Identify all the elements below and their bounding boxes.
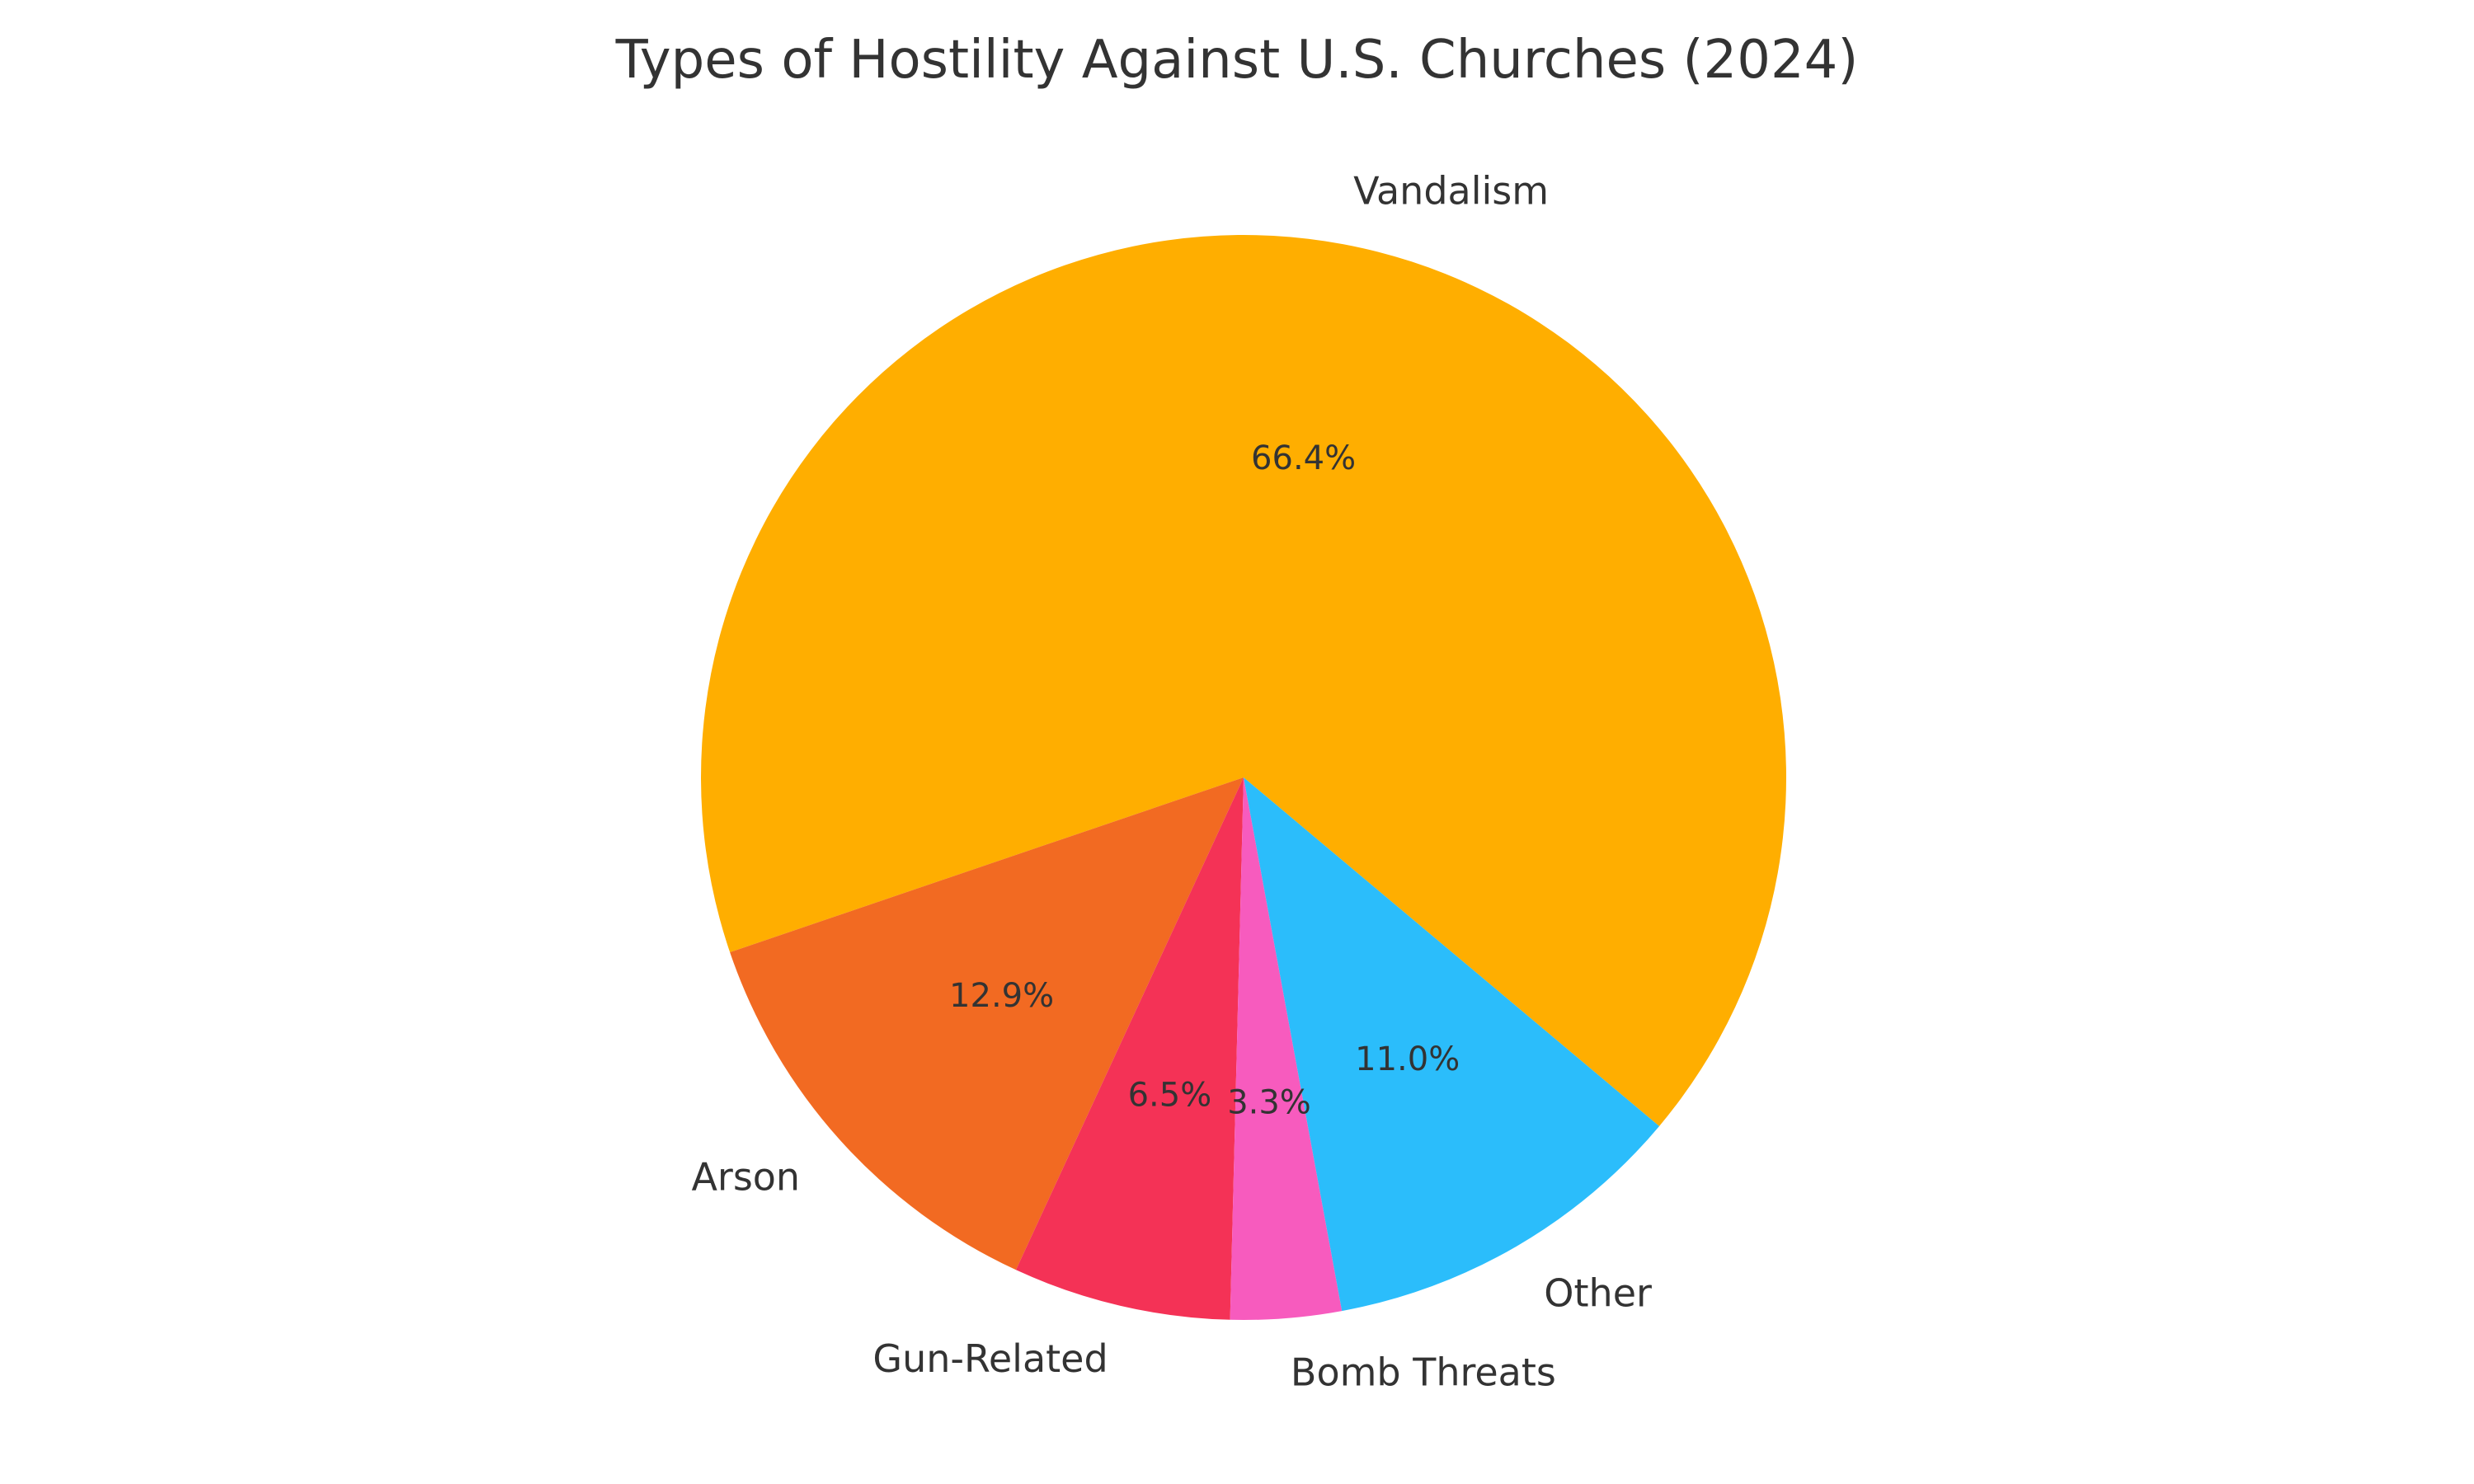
slice-percent-arson: 12.9%	[949, 977, 1054, 1015]
slice-percent-vandalism: 66.4%	[1251, 439, 1356, 477]
pie-labels: Vandalism 66.4% Arson 12.9% Gun-Related 6.5% B…	[691, 169, 1652, 1395]
pie-slices	[701, 234, 1787, 1321]
slice-label-vandalism: Vandalism	[1353, 169, 1549, 214]
slice-percent-gun-related: 6.5%	[1128, 1077, 1212, 1115]
pie-slice-vandalism	[701, 234, 1787, 1126]
chart-title: Types of Hostility Against U.S. Churches…	[615, 30, 1859, 91]
slice-label-bomb-threats: Bomb Threats	[1291, 1350, 1556, 1395]
slice-label-arson: Arson	[691, 1154, 800, 1199]
slice-label-other: Other	[1544, 1270, 1652, 1315]
slice-percent-other: 11.0%	[1355, 1040, 1460, 1078]
pie-slice-bomb-threats	[1230, 777, 1343, 1321]
pie-slice-other	[1244, 777, 1660, 1312]
slice-label-gun-related: Gun-Related	[872, 1336, 1108, 1381]
slice-percent-bomb-threats: 3.3%	[1227, 1084, 1311, 1122]
pie-slice-arson	[730, 777, 1244, 1270]
pie-slice-gun-related	[1015, 777, 1244, 1320]
